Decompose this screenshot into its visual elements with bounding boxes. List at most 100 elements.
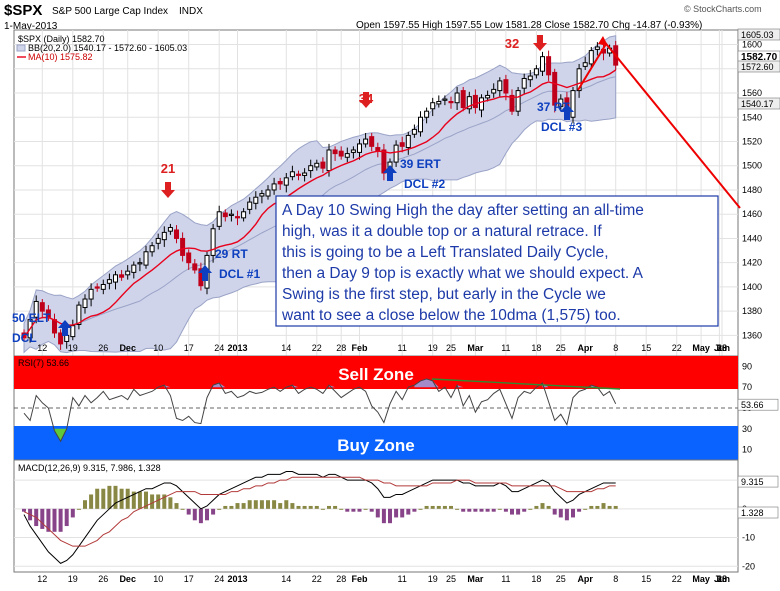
candle-body <box>332 149 338 155</box>
rsi-last-value-box <box>737 398 779 411</box>
macd-hist-bar <box>52 508 57 532</box>
x-tick-label: 19 <box>428 343 438 353</box>
last-value-label: 1572.60 <box>741 62 774 72</box>
callout-line: want to see a close below the 10dma (1,5… <box>281 307 621 324</box>
header-ohlc: Open 1597.55 High 1597.55 Low 1581.28 Cl… <box>356 20 702 31</box>
x-tick-label: 13 <box>717 343 727 353</box>
candle-body <box>39 302 45 312</box>
x-tick-label: 13 <box>717 574 727 584</box>
candle-body <box>247 201 253 210</box>
annotation-arrow-head <box>359 100 373 108</box>
candle-body <box>192 263 198 271</box>
sell-zone <box>14 356 738 389</box>
macd-hist-bar <box>150 494 155 509</box>
callout-line: this is going to be a Left Translated Da… <box>282 244 609 261</box>
macd-hist-bar <box>266 500 270 509</box>
candle-body <box>33 300 39 318</box>
candle-body <box>460 90 466 109</box>
legend-ma: MA(10) 1575.82 <box>28 52 93 62</box>
annotation-label: 29 RT <box>215 247 248 261</box>
candle-body <box>472 94 478 109</box>
macd-last-value-box <box>737 506 779 519</box>
callout-text: A Day 10 Swing High the day after settin… <box>281 202 644 324</box>
macd-hist-bar <box>119 488 124 509</box>
macd-hist-bar <box>510 508 514 515</box>
rsi-oversold-fill <box>54 428 67 442</box>
macd-hist-bar <box>131 491 136 509</box>
macd-hist-bar <box>64 508 69 527</box>
candle-body <box>222 212 228 218</box>
x-tick-label: 28 <box>336 574 346 584</box>
macd-hist-bar <box>290 503 295 509</box>
x-tick-label: 28 <box>717 574 727 584</box>
header-exchange: INDX <box>179 6 203 17</box>
macd-hist-bar <box>308 505 313 509</box>
macd-hist-bar <box>284 500 289 509</box>
candle-body <box>509 94 515 112</box>
candle-body <box>515 90 521 112</box>
macd-hist-bar <box>58 508 63 532</box>
x-tick-label: 22 <box>672 343 682 353</box>
annotation-label: 32 <box>505 36 519 51</box>
macd-last-value-box <box>737 475 779 488</box>
candle-body <box>558 98 564 107</box>
annotation-arrow-head <box>533 43 547 51</box>
x-tick-label: Jun <box>714 343 730 353</box>
annotation-label: 37 RT <box>537 100 570 114</box>
last-value-box <box>737 97 780 110</box>
candle-body <box>588 50 594 65</box>
x-tick-label: 15 <box>641 574 651 584</box>
x-tick-label: 25 <box>556 343 566 353</box>
candle-body <box>265 189 271 197</box>
x-tick-label: Feb <box>351 574 368 584</box>
callout-box <box>275 195 719 327</box>
macd-hist-bar <box>137 491 142 509</box>
macd-hist-bar <box>418 508 423 510</box>
annotation-label: 39 ERT <box>400 157 441 171</box>
macd-hist-bar <box>46 508 51 532</box>
candle-body <box>58 332 64 345</box>
x-tick-label: 11 <box>398 574 407 584</box>
candle-body <box>369 136 375 147</box>
candle-body <box>399 142 405 147</box>
candle-body <box>52 319 57 334</box>
macd-hist-bar <box>205 508 209 521</box>
price-y-tick-label: 1540 <box>742 112 762 122</box>
x-tick-label: 19 <box>68 574 78 584</box>
x-tick-label: 25 <box>556 574 566 584</box>
x-tick-label: 10 <box>153 343 163 353</box>
candle-body <box>131 264 137 273</box>
macd-hist-bar <box>162 494 167 509</box>
macd-hist-bar <box>357 508 362 512</box>
macd-hist-bar <box>497 508 502 510</box>
candle-body <box>241 211 247 219</box>
macd-hist-bar <box>40 508 45 529</box>
price-y-tick-label: 1520 <box>742 136 762 146</box>
x-tick-label: 22 <box>312 574 322 584</box>
rsi-y-tick-label: 70 <box>742 382 752 392</box>
candle-body <box>94 286 100 289</box>
annotation-sublabel: DCL #1 <box>219 267 260 281</box>
annotation-arrow-head <box>383 165 397 173</box>
macd-hist-bar <box>552 508 557 515</box>
rsi-trendline <box>431 378 621 390</box>
header-date: 1-May-2013 <box>4 21 58 32</box>
candle-body <box>576 68 582 92</box>
macd-hist-bar <box>558 508 563 518</box>
macd-hist-bar <box>412 508 417 512</box>
callout-line: Swing is the first step, but early in th… <box>282 286 606 303</box>
annotations: 21 29 RT DCL #1 34 39 ERT DCL #2 32 37 RT DCL #3… <box>12 35 582 345</box>
annotation-arrow-head <box>560 104 574 112</box>
candle-body <box>143 251 149 266</box>
macd-hist-bar <box>76 508 81 510</box>
macd-hist-bar <box>351 508 356 512</box>
macd-hist-bar <box>369 508 374 512</box>
candle-body <box>308 165 314 172</box>
rsi-last-value-label: 53.66 <box>741 400 764 410</box>
annotation-label: 34 <box>359 91 374 106</box>
price-y-tick-label: 1360 <box>742 330 762 340</box>
price-y-tick-label: 1560 <box>742 88 762 98</box>
macd-hist-bar <box>345 508 350 512</box>
candle-body <box>302 172 308 176</box>
